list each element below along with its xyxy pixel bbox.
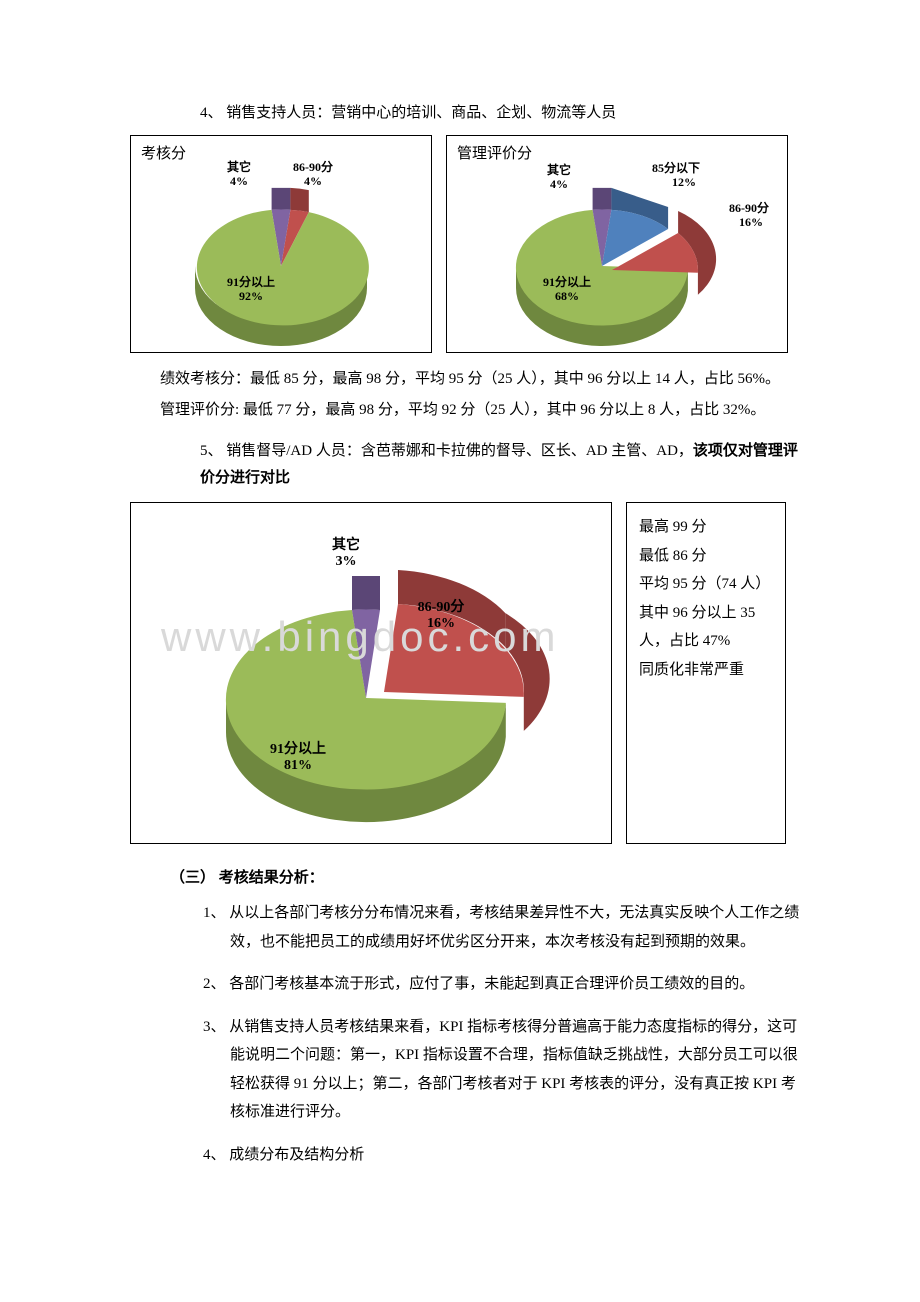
analysis-item-4: 4、 成绩分布及结构分析	[130, 1141, 800, 1170]
charts-row-2: 其它3% 86-90分16% 91分以上81% www.bingdoc.com …	[130, 502, 800, 844]
analysis-item-1: 1、 从以上各部门考核分分布情况来看，考核结果差异性不大，无法真实反映个人工作之…	[130, 899, 800, 956]
side-stats-box: 最高 99 分 最低 86 分 平均 95 分（74 人） 其中 96 分以上 …	[626, 502, 786, 844]
side-l2: 最低 86 分	[639, 542, 773, 571]
side-l3: 平均 95 分（74 人）	[639, 570, 773, 599]
section-3-heading: （三） 考核结果分析：	[170, 866, 800, 887]
chart-big: 其它3% 86-90分16% 91分以上81% www.bingdoc.com	[130, 502, 612, 844]
lbl2-red: 86-90分16%	[729, 200, 769, 229]
chart-kaohe: 考核分 其它4% 86-90分4% 91分以上92%	[130, 135, 432, 353]
slice-side-other	[272, 188, 291, 210]
para-guanli: 管理评价分: 最低 77 分，最高 98 分，平均 92 分（25 人），其中 …	[130, 396, 800, 425]
heading-5-part-a: 5、 销售督导/AD 人员：含芭蒂娜和卡拉佛的督导、区长、AD 主管、AD，	[200, 443, 693, 459]
lbl2-blue: 85分以下12%	[652, 160, 700, 189]
side-l1: 最高 99 分	[639, 513, 773, 542]
lbl2-other: 其它4%	[547, 162, 571, 191]
analysis-item-2: 2、 各部门考核基本流于形式，应付了事，未能起到真正合理评价员工绩效的目的。	[130, 970, 800, 999]
side-l5: 同质化非常严重	[639, 656, 773, 685]
chart-guanli-svg: 其它4% 85分以下12% 86-90分16% 91分以上68%	[447, 136, 787, 352]
slice-side-other	[593, 188, 612, 210]
chart-big-svg: 其它3% 86-90分16% 91分以上81%	[131, 503, 611, 843]
side-l4: 其中 96 分以上 35 人，占比 47%	[639, 599, 773, 656]
lbl-8690: 86-90分4%	[293, 159, 333, 188]
chart-guanli: 管理评价分	[446, 135, 788, 353]
heading-5: 5、 销售督导/AD 人员：含芭蒂娜和卡拉佛的督导、区长、AD 主管、AD，该项…	[130, 438, 800, 492]
big-side-purple	[352, 576, 380, 610]
charts-row-1: 考核分 其它4% 86-90分4% 91分以上92%	[130, 135, 800, 353]
lbl-other: 其它4%	[227, 159, 251, 188]
para-kaohe: 绩效考核分：最低 85 分，最高 98 分，平均 95 分（25 人），其中 9…	[130, 365, 800, 394]
slice-side-86-90	[290, 188, 308, 212]
heading-4: 4、 销售支持人员：营销中心的培训、商品、企划、物流等人员	[130, 100, 800, 127]
big-lbl-other: 其它3%	[332, 536, 360, 569]
analysis-item-3: 3、 从销售支持人员考核结果来看，KPI 指标考核得分普遍高于能力态度指标的得分…	[130, 1013, 800, 1127]
chart-kaohe-title: 考核分	[141, 142, 186, 163]
chart-guanli-title: 管理评价分	[457, 142, 532, 163]
chart-kaohe-svg: 其它4% 86-90分4% 91分以上92%	[131, 136, 431, 352]
